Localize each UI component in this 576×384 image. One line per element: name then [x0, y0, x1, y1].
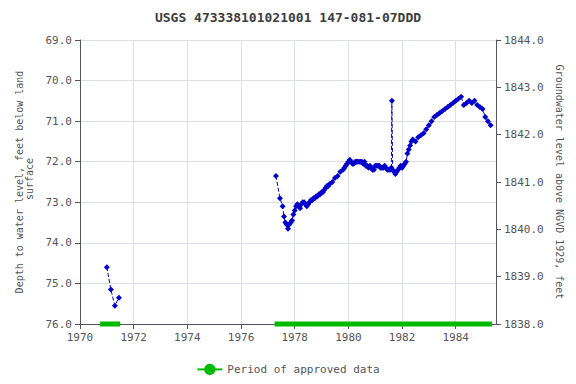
svg-text:70.0: 70.0 — [46, 74, 73, 87]
svg-text:1974: 1974 — [174, 331, 201, 344]
svg-text:1970: 1970 — [67, 331, 94, 344]
svg-text:1840.0: 1840.0 — [504, 223, 544, 236]
svg-text:76.0: 76.0 — [46, 318, 73, 331]
svg-text:1976: 1976 — [228, 331, 255, 344]
svg-text:75.0: 75.0 — [46, 277, 73, 290]
svg-text:surface: surface — [24, 158, 35, 206]
svg-text:1984: 1984 — [442, 331, 469, 344]
svg-text:1842.0: 1842.0 — [504, 128, 544, 141]
svg-text:1841.0: 1841.0 — [504, 176, 544, 189]
svg-text:72.0: 72.0 — [46, 155, 73, 168]
svg-text:1978: 1978 — [281, 331, 308, 344]
svg-text:1844.0: 1844.0 — [504, 34, 544, 47]
svg-text:69.0: 69.0 — [46, 34, 73, 47]
svg-text:74.0: 74.0 — [46, 236, 73, 249]
svg-text:1982: 1982 — [389, 331, 416, 344]
svg-text:1839.0: 1839.0 — [504, 270, 544, 283]
svg-text:Depth to water level, feet bel: Depth to water level, feet below land — [14, 70, 26, 294]
svg-text:1838.0: 1838.0 — [504, 318, 544, 331]
svg-text:Groundwater level above NGVD 1: Groundwater level above NGVD 1929, feet — [554, 65, 565, 300]
svg-text:1972: 1972 — [120, 331, 147, 344]
svg-text:1843.0: 1843.0 — [504, 81, 544, 94]
svg-text:71.0: 71.0 — [46, 115, 73, 128]
svg-text:Period of approved data: Period of approved data — [227, 363, 379, 376]
svg-text:USGS 473338101021001 147-081-0: USGS 473338101021001 147-081-07DDD — [155, 10, 421, 25]
svg-text:1980: 1980 — [335, 331, 362, 344]
svg-text:73.0: 73.0 — [46, 196, 73, 209]
